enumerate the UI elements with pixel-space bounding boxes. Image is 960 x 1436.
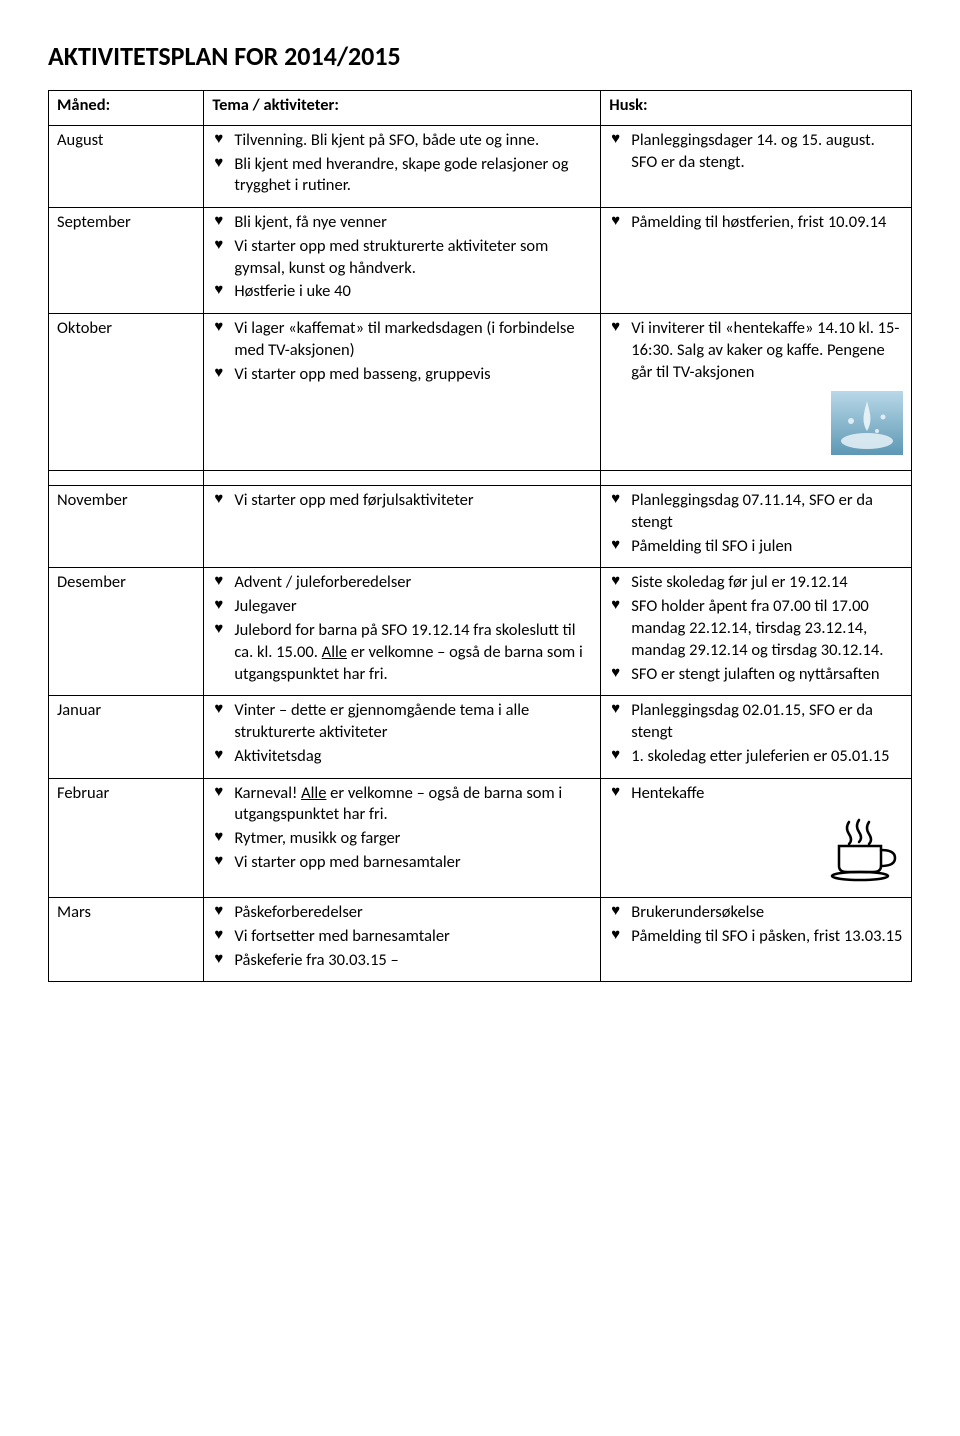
list-item: Vi starter opp med strukturerte aktivite… [234,236,592,280]
month-cell: September [49,208,204,314]
header-c2: Tema / aktiviteter: [204,91,601,126]
list-item: Planleggingsdag 07.11.14, SFO er da sten… [631,490,903,534]
table-row: Januar Vinter – dette er gjennomgående te… [49,696,912,778]
activities-cell: Bli kjent, få nye vennerVi starter opp m… [204,208,601,314]
list-item: Planleggingsdager 14. og 15. august. SFO… [631,130,903,174]
month-cell: November [49,486,204,568]
list-item: Vi starter opp med basseng, gruppevis [234,364,592,386]
table-row: Oktober Vi lager «kaffemat» til markedsda… [49,314,912,471]
list-item: Påmelding til SFO i påsken, frist 13.03.… [631,926,903,948]
month-cell: Desember [49,568,204,696]
husk-cell: Vi inviterer til «hentekaffe» 14.10 kl. … [601,314,912,471]
list-item: Tilvenning. Bli kjent på SFO, både ute o… [234,130,592,152]
list-item: Påskeferie fra 30.03.15 – [234,950,592,972]
list-item: Vi starter opp med barnesamtaler [234,852,592,874]
month-cell: August [49,125,204,207]
list-item: Karneval! Alle er velkomne – også de bar… [234,783,592,827]
list-item: Påmelding til SFO i julen [631,536,903,558]
list-item: Planleggingsdag 02.01.15, SFO er da sten… [631,700,903,744]
list-item: 1. skoledag etter juleferien er 05.01.15 [631,746,903,768]
list-item: Rytmer, musikk og farger [234,828,592,850]
list-item: Hentekaffe [631,783,903,805]
husk-cell: Planleggingsdager 14. og 15. august. SFO… [601,125,912,207]
table-row: MarsPåskeforberedelserVi fortsetter med … [49,898,912,982]
activities-cell: Vi lager «kaffemat» til markedsdagen (i … [204,314,601,471]
husk-cell: Planleggingsdag 02.01.15, SFO er da sten… [601,696,912,778]
activities-cell: Vi starter opp med førjulsaktiviteter [204,486,601,568]
activities-cell: Advent / juleforberedelserJulegaverJuleb… [204,568,601,696]
list-item: Påskeforberedelser [234,902,592,924]
month-cell: Oktober [49,314,204,471]
list-item: Bli kjent, få nye venner [234,212,592,234]
list-item: Vi lager «kaffemat» til markedsdagen (i … [234,318,592,362]
husk-cell: Påmelding til høstferien, frist 10.09.14 [601,208,912,314]
activities-cell: Vinter – dette er gjennomgående tema i a… [204,696,601,778]
table-row: November Vi starter opp med førjulsaktivi… [49,486,912,568]
coffee-cup-icon [825,812,903,882]
activities-cell: Karneval! Alle er velkomne – også de bar… [204,778,601,898]
month-cell: Mars [49,898,204,982]
list-item: SFO er stengt julaften og nyttårsaften [631,664,903,686]
section-gap [49,471,912,486]
list-item: Advent / juleforberedelser [234,572,592,594]
table-row: Februar Karneval! Alle er velkomne – også… [49,778,912,898]
husk-cell: BrukerundersøkelsePåmelding til SFO i på… [601,898,912,982]
activities-cell: Tilvenning. Bli kjent på SFO, både ute o… [204,125,601,207]
table-row: SeptemberBli kjent, få nye vennerVi star… [49,208,912,314]
list-item: SFO holder åpent fra 07.00 til 17.00 man… [631,596,903,661]
list-item: Siste skoledag før jul er 19.12.14 [631,572,903,594]
month-cell: Februar [49,778,204,898]
husk-cell: Planleggingsdag 07.11.14, SFO er da sten… [601,486,912,568]
table-row: August Tilvenning. Bli kjent på SFO, både… [49,125,912,207]
list-item: Vinter – dette er gjennomgående tema i a… [234,700,592,744]
list-item: Julegaver [234,596,592,618]
header-c3: Husk: [601,91,912,126]
month-cell: Januar [49,696,204,778]
husk-cell: Siste skoledag før jul er 19.12.14SFO ho… [601,568,912,696]
table-row: DesemberAdvent / juleforberedelserJulega… [49,568,912,696]
list-item: Påmelding til høstferien, frist 10.09.14 [631,212,903,234]
water-splash-icon [831,391,903,455]
header-c1: Måned: [49,91,204,126]
list-item: Vi fortsetter med barnesamtaler [234,926,592,948]
list-item: Vi starter opp med førjulsaktiviteter [234,490,592,512]
page-title: AKTIVITETSPLAN FOR 2014/2015 [48,40,912,72]
list-item: Aktivitetsdag [234,746,592,768]
list-item: Vi inviterer til «hentekaffe» 14.10 kl. … [631,318,903,383]
activities-cell: PåskeforberedelserVi fortsetter med barn… [204,898,601,982]
list-item: Høstferie i uke 40 [234,281,592,303]
husk-cell: Hentekaffe [601,778,912,898]
list-item: Bli kjent med hverandre, skape gode rela… [234,154,592,198]
plan-table: Måned:Tema / aktiviteter:Husk: August Tilv… [48,90,912,982]
list-item: Brukerundersøkelse [631,902,903,924]
list-item: Julebord for barna på SFO 19.12.14 fra s… [234,620,592,685]
